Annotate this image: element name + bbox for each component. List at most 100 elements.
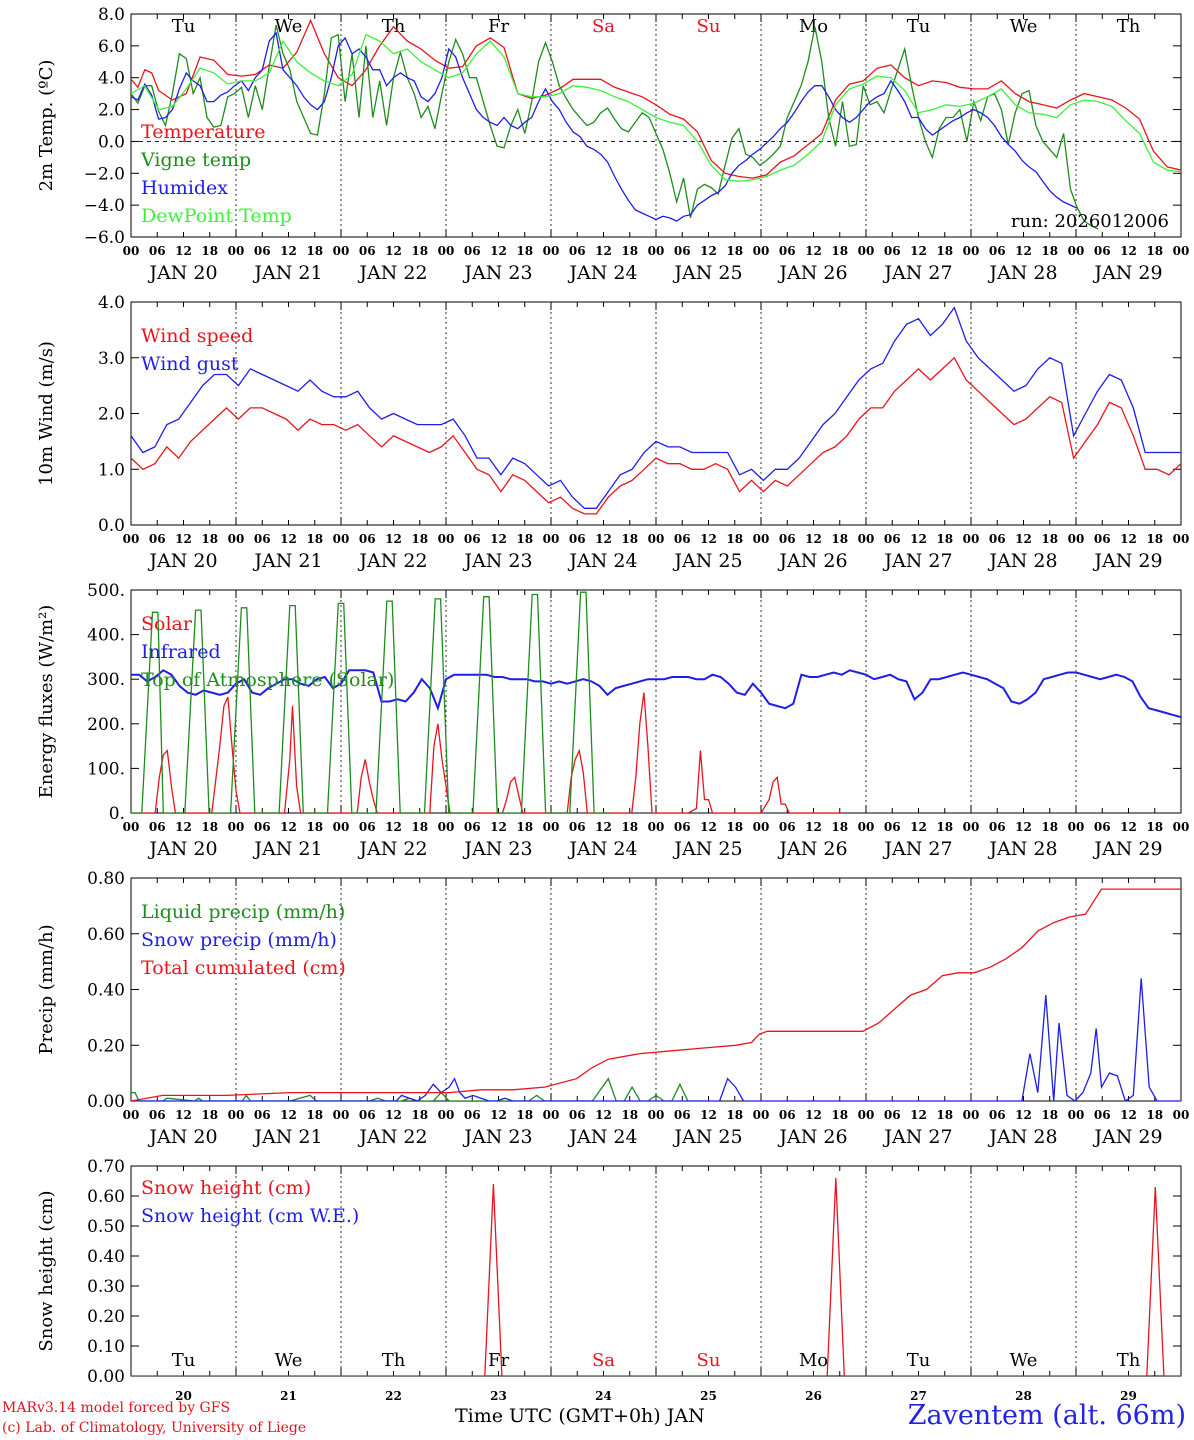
- x-hour-label: 18: [411, 532, 428, 546]
- day-of-week-label: Th: [382, 1350, 406, 1371]
- series-line: [131, 888, 1181, 1101]
- x-date-label: JAN 25: [672, 550, 742, 572]
- legend-entry: Snow precip (mm/h): [141, 929, 337, 951]
- series-line: [131, 692, 842, 813]
- x-day-number: 27: [910, 1389, 927, 1403]
- x-hour-label: 12: [700, 1108, 717, 1122]
- day-of-week-label: We: [275, 1350, 303, 1371]
- legend-entry: Snow height (cm): [141, 1177, 311, 1199]
- x-hour-label: 12: [910, 1108, 927, 1122]
- x-hour-label: 06: [1094, 820, 1111, 834]
- x-hour-label: 12: [805, 244, 822, 258]
- x-hour-label: 18: [1041, 1108, 1058, 1122]
- x-hour-label: 12: [805, 532, 822, 546]
- x-date-label: JAN 24: [567, 262, 637, 284]
- x-hour-label: 00: [1068, 244, 1085, 258]
- x-hour-label: 00: [123, 244, 140, 258]
- x-hour-label: 12: [805, 1108, 822, 1122]
- x-day-number: 23: [490, 1389, 507, 1403]
- x-hour-label: 12: [595, 244, 612, 258]
- x-hour-label: 06: [254, 532, 271, 546]
- x-hour-label: 06: [149, 244, 166, 258]
- x-date-label: JAN 29: [1092, 838, 1162, 860]
- x-hour-label: 18: [201, 532, 218, 546]
- x-hour-label: 06: [1094, 244, 1111, 258]
- x-hour-label: 18: [411, 1108, 428, 1122]
- x-hour-label: 18: [516, 532, 533, 546]
- x-date-label: JAN 27: [882, 262, 952, 284]
- x-hour-label: 12: [175, 820, 192, 834]
- x-date-label: JAN 24: [567, 838, 637, 860]
- series-line: [131, 306, 1181, 509]
- x-hour-label: 18: [201, 1108, 218, 1122]
- x-day-number: 29: [1120, 1389, 1137, 1403]
- day-of-week-label: Th: [1117, 1350, 1141, 1371]
- day-of-week-label: Fr: [488, 1350, 509, 1371]
- x-hour-label: 12: [1120, 244, 1137, 258]
- x-date-label: JAN 26: [777, 838, 847, 860]
- y-tick-label: 0.80: [87, 869, 125, 889]
- x-hour-label: 18: [306, 244, 323, 258]
- x-hour-label: 00: [438, 820, 455, 834]
- x-date-label: JAN 23: [462, 262, 532, 284]
- x-hour-label: 06: [569, 532, 586, 546]
- x-hour-label: 12: [280, 1108, 297, 1122]
- x-hour-label: 12: [490, 532, 507, 546]
- x-hour-label: 12: [1015, 532, 1032, 546]
- x-hour-label: 18: [621, 244, 638, 258]
- x-hour-label: 18: [621, 532, 638, 546]
- x-hour-label: 00: [1173, 532, 1190, 546]
- x-hour-label: 12: [385, 532, 402, 546]
- x-hour-label: 06: [569, 820, 586, 834]
- x-hour-label: 18: [1041, 532, 1058, 546]
- x-date-label: JAN 21: [252, 550, 322, 572]
- x-hour-label: 18: [201, 244, 218, 258]
- panel-5: 0.70 0.60 0.50 0.40 0.30 0.20 0.10 0.00 Snow hei…: [36, 1157, 1182, 1403]
- x-hour-label: 06: [674, 532, 691, 546]
- x-hour-label: 06: [149, 820, 166, 834]
- x-date-label: JAN 22: [357, 838, 427, 860]
- series-line: [131, 356, 1181, 515]
- y-axis-label: Precip (mm/h): [36, 924, 57, 1054]
- x-hour-label: 00: [543, 532, 560, 546]
- day-of-week-label: Sa: [592, 1350, 615, 1371]
- x-hour-label: 18: [201, 820, 218, 834]
- x-hour-label: 12: [175, 1108, 192, 1122]
- y-tick-label: 2.0: [98, 405, 125, 425]
- x-date-label: JAN 26: [777, 1126, 847, 1148]
- x-hour-label: 00: [753, 244, 770, 258]
- series-line: [131, 978, 1181, 1101]
- x-hour-label: 00: [753, 820, 770, 834]
- day-of-week-label: Tu: [907, 1350, 931, 1371]
- x-date-label: JAN 22: [357, 550, 427, 572]
- x-date-label: JAN 23: [462, 1126, 532, 1148]
- y-tick-label: 0.20: [87, 1307, 125, 1327]
- x-axis-label: Time UTC (GMT+0h) JAN: [455, 1405, 705, 1427]
- x-hour-label: 00: [543, 244, 560, 258]
- panel-1: 8.0 6.0 4.0 2.0 0.0 −2.0 −4.0 −6.0 2m Temp. (ºC)…: [36, 5, 1189, 284]
- x-hour-label: 06: [989, 820, 1006, 834]
- x-hour-label: 18: [936, 1108, 953, 1122]
- x-hour-label: 00: [963, 1108, 980, 1122]
- x-date-label: JAN 29: [1092, 262, 1162, 284]
- y-tick-label: 100.: [87, 759, 125, 779]
- x-hour-label: 12: [280, 820, 297, 834]
- x-hour-label: 06: [359, 820, 376, 834]
- x-hour-label: 18: [306, 532, 323, 546]
- y-tick-label: 200.: [87, 715, 125, 735]
- y-tick-label: 3.0: [98, 349, 125, 369]
- x-hour-label: 18: [936, 820, 953, 834]
- x-hour-label: 18: [831, 532, 848, 546]
- x-hour-label: 06: [569, 1108, 586, 1122]
- y-tick-label: 0.20: [87, 1036, 125, 1056]
- run-label: run: 2026012006: [1011, 211, 1169, 232]
- lab-credit: (c) Lab. of Climatology, University of L…: [2, 1420, 307, 1436]
- x-hour-label: 06: [989, 532, 1006, 546]
- x-day-number: 24: [595, 1389, 612, 1403]
- legend-entry: Humidex: [141, 177, 228, 199]
- x-date-label: JAN 28: [987, 1126, 1057, 1148]
- x-date-label: JAN 26: [777, 262, 847, 284]
- y-tick-label: 0.0: [98, 132, 125, 152]
- legend-entry: Vigne temp: [140, 149, 251, 171]
